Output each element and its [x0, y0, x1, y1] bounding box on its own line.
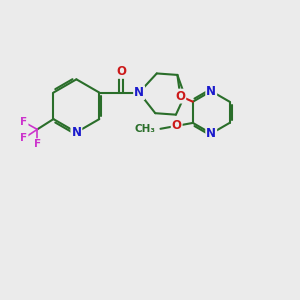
Text: O: O: [175, 90, 185, 103]
Text: F: F: [34, 139, 41, 149]
Text: O: O: [172, 119, 182, 132]
Text: F: F: [20, 117, 28, 127]
Text: N: N: [206, 127, 216, 140]
Text: O: O: [116, 65, 126, 78]
Text: N: N: [71, 126, 81, 139]
Text: F: F: [20, 133, 28, 143]
Text: N: N: [134, 86, 144, 99]
Text: CH₃: CH₃: [134, 124, 155, 134]
Text: N: N: [206, 85, 216, 98]
